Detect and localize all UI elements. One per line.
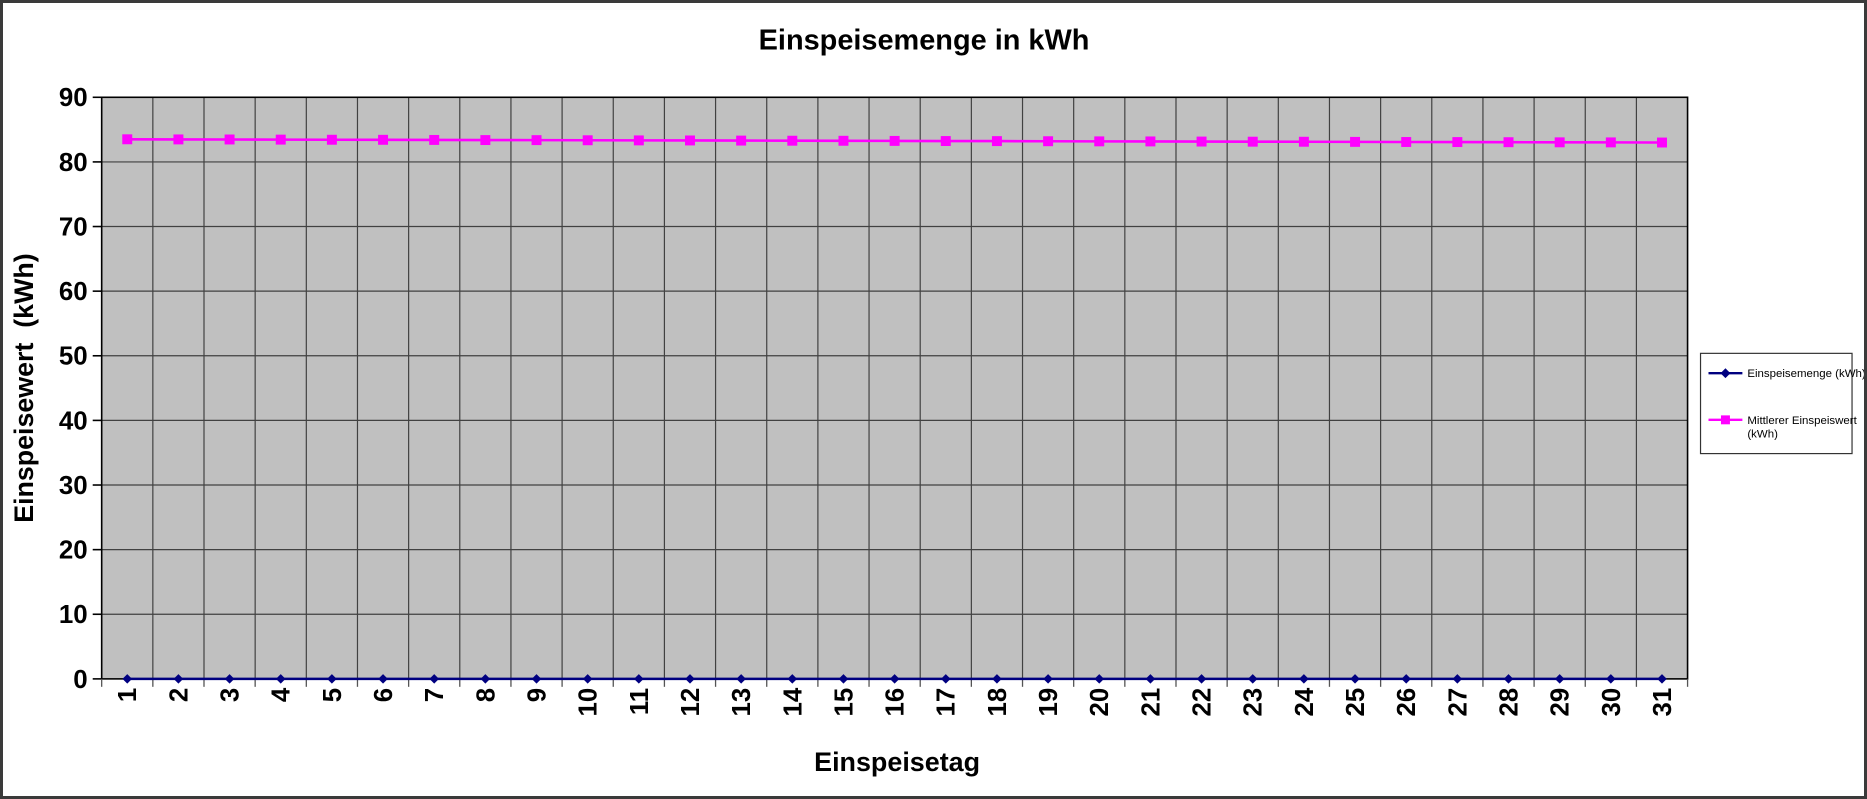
x-tick-label: 25 (1342, 688, 1370, 717)
x-axis-title: Einspeisetag (814, 747, 980, 777)
legend-label-einspeisemenge: Einspeisemenge (kWh) (1747, 368, 1864, 380)
series-marker-mittlerer-einspeiswert-kwh (582, 135, 593, 146)
series-marker-mittlerer-einspeiswert-kwh (1043, 136, 1054, 147)
series-marker-einspeisemenge-kwh (1452, 674, 1463, 684)
series-marker-mittlerer-einspeiswert-kwh (889, 135, 900, 146)
x-tick-label: 20 (1086, 688, 1114, 717)
legend-box (1699, 352, 1853, 455)
x-tick-label: 11 (626, 688, 654, 715)
x-tick-label: 19 (1035, 688, 1063, 717)
plot-background (101, 97, 1688, 679)
series-marker-mittlerer-einspeiswert-kwh (1094, 136, 1105, 147)
x-tick-label: 18 (984, 688, 1012, 717)
series-marker-mittlerer-einspeiswert-kwh (378, 134, 389, 145)
x-tick-label: 23 (1240, 688, 1268, 717)
x-tick-label: 31 (1649, 688, 1677, 717)
x-tick-label: 6 (370, 688, 398, 702)
x-tick-label: 2 (165, 688, 193, 702)
series-marker-mittlerer-einspeiswert-kwh (1145, 136, 1156, 147)
series-marker-mittlerer-einspeiswert-kwh (1605, 137, 1616, 148)
series-marker-mittlerer-einspeiswert-kwh (736, 135, 747, 146)
series-marker-mittlerer-einspeiswert-kwh (173, 134, 184, 145)
y-tick-label: 40 (59, 407, 88, 435)
series-marker-mittlerer-einspeiswert-kwh (633, 135, 644, 146)
y-tick-label: 80 (59, 149, 88, 177)
x-tick-label: 3 (216, 688, 244, 702)
chart-svg: Einspeisemenge in kWh Einspeisewert (kWh… (9, 25, 1864, 777)
series-marker-einspeisemenge-kwh (1196, 674, 1207, 684)
x-tick-label: 14 (779, 687, 807, 716)
series-marker-mittlerer-einspeiswert-kwh (1554, 137, 1565, 148)
series-marker-mittlerer-einspeiswert-kwh (685, 135, 695, 146)
series-marker-mittlerer-einspeiswert-kwh (1401, 137, 1412, 147)
y-tick-label: 50 (59, 343, 88, 371)
series-marker-mittlerer-einspeiswert-kwh (326, 134, 337, 145)
series-marker-mittlerer-einspeiswert-kwh (122, 134, 133, 145)
x-tick-label: 27 (1444, 688, 1472, 717)
series-marker-mittlerer-einspeiswert-kwh (838, 135, 849, 146)
x-tick-label: 17 (933, 688, 961, 717)
series-marker-mittlerer-einspeiswert-kwh (224, 134, 235, 145)
y-tick-label: 10 (59, 601, 88, 629)
legend-label-mittlerer-line1: Mittlerer Einspeiswert (1747, 415, 1857, 427)
series-marker-mittlerer-einspeiswert-kwh (480, 135, 491, 146)
x-tick-label: 30 (1598, 688, 1626, 717)
series-marker-mittlerer-einspeiswert-kwh (275, 134, 286, 145)
x-tick-label: 28 (1495, 688, 1523, 717)
x-tick-label: 1 (114, 688, 142, 702)
legend-marker-square-icon (1720, 415, 1730, 425)
series-marker-mittlerer-einspeiswert-kwh (1452, 137, 1463, 148)
x-tick-label: 5 (319, 688, 347, 702)
x-tick-label: 29 (1547, 688, 1575, 717)
x-tick-label: 12 (677, 688, 705, 717)
series-marker-einspeisemenge-kwh (940, 674, 951, 684)
y-axis-title: Einspeisewert (kWh) (9, 253, 39, 522)
series-marker-mittlerer-einspeiswert-kwh (1247, 136, 1258, 147)
series-marker-einspeisemenge-kwh (1503, 674, 1514, 684)
y-tick-label: 30 (59, 472, 88, 500)
y-tick-label: 20 (59, 537, 88, 565)
x-tick-label: 13 (728, 688, 756, 717)
legend: Einspeisemenge (kWh) Mittlerer Einspeisw… (1699, 352, 1864, 455)
x-tick-label: 21 (1137, 688, 1165, 717)
series-marker-mittlerer-einspeiswert-kwh (940, 136, 951, 146)
legend-label-mittlerer-line2: (kWh) (1747, 429, 1778, 441)
series-marker-mittlerer-einspeiswert-kwh (1196, 136, 1207, 147)
y-tick-label: 60 (59, 278, 88, 306)
series-marker-mittlerer-einspeiswert-kwh (787, 135, 798, 146)
x-tick-label: 24 (1291, 687, 1319, 716)
x-tick-label: 4 (268, 687, 296, 702)
series-marker-mittlerer-einspeiswert-kwh (991, 136, 1002, 147)
x-tick-label: 10 (575, 688, 603, 717)
series-marker-mittlerer-einspeiswert-kwh (1657, 137, 1667, 148)
x-tick-label: 9 (523, 688, 551, 702)
legend-item-mittlerer-einspeiswert: Mittlerer Einspeiswert (kWh) (1708, 415, 1858, 441)
series-marker-mittlerer-einspeiswert-kwh (429, 134, 440, 145)
x-tick-label: 7 (421, 688, 449, 702)
x-tick-label: 8 (472, 688, 500, 702)
x-tick-label: 26 (1393, 688, 1421, 717)
x-tick-label: 15 (830, 688, 858, 717)
x-tick-label: 16 (882, 688, 910, 717)
y-tick-label: 90 (59, 84, 88, 112)
y-tick-label: 70 (59, 214, 88, 242)
series-marker-einspeisemenge-kwh (1094, 674, 1105, 684)
series-marker-mittlerer-einspeiswert-kwh (1298, 136, 1309, 147)
chart-title: Einspeisemenge in kWh (759, 25, 1090, 57)
series-marker-mittlerer-einspeiswert-kwh (1503, 137, 1514, 148)
y-tick-label: 0 (73, 666, 87, 694)
x-tick-label: 22 (1188, 688, 1216, 717)
series-marker-mittlerer-einspeiswert-kwh (531, 135, 542, 146)
series-marker-mittlerer-einspeiswert-kwh (1350, 136, 1361, 147)
